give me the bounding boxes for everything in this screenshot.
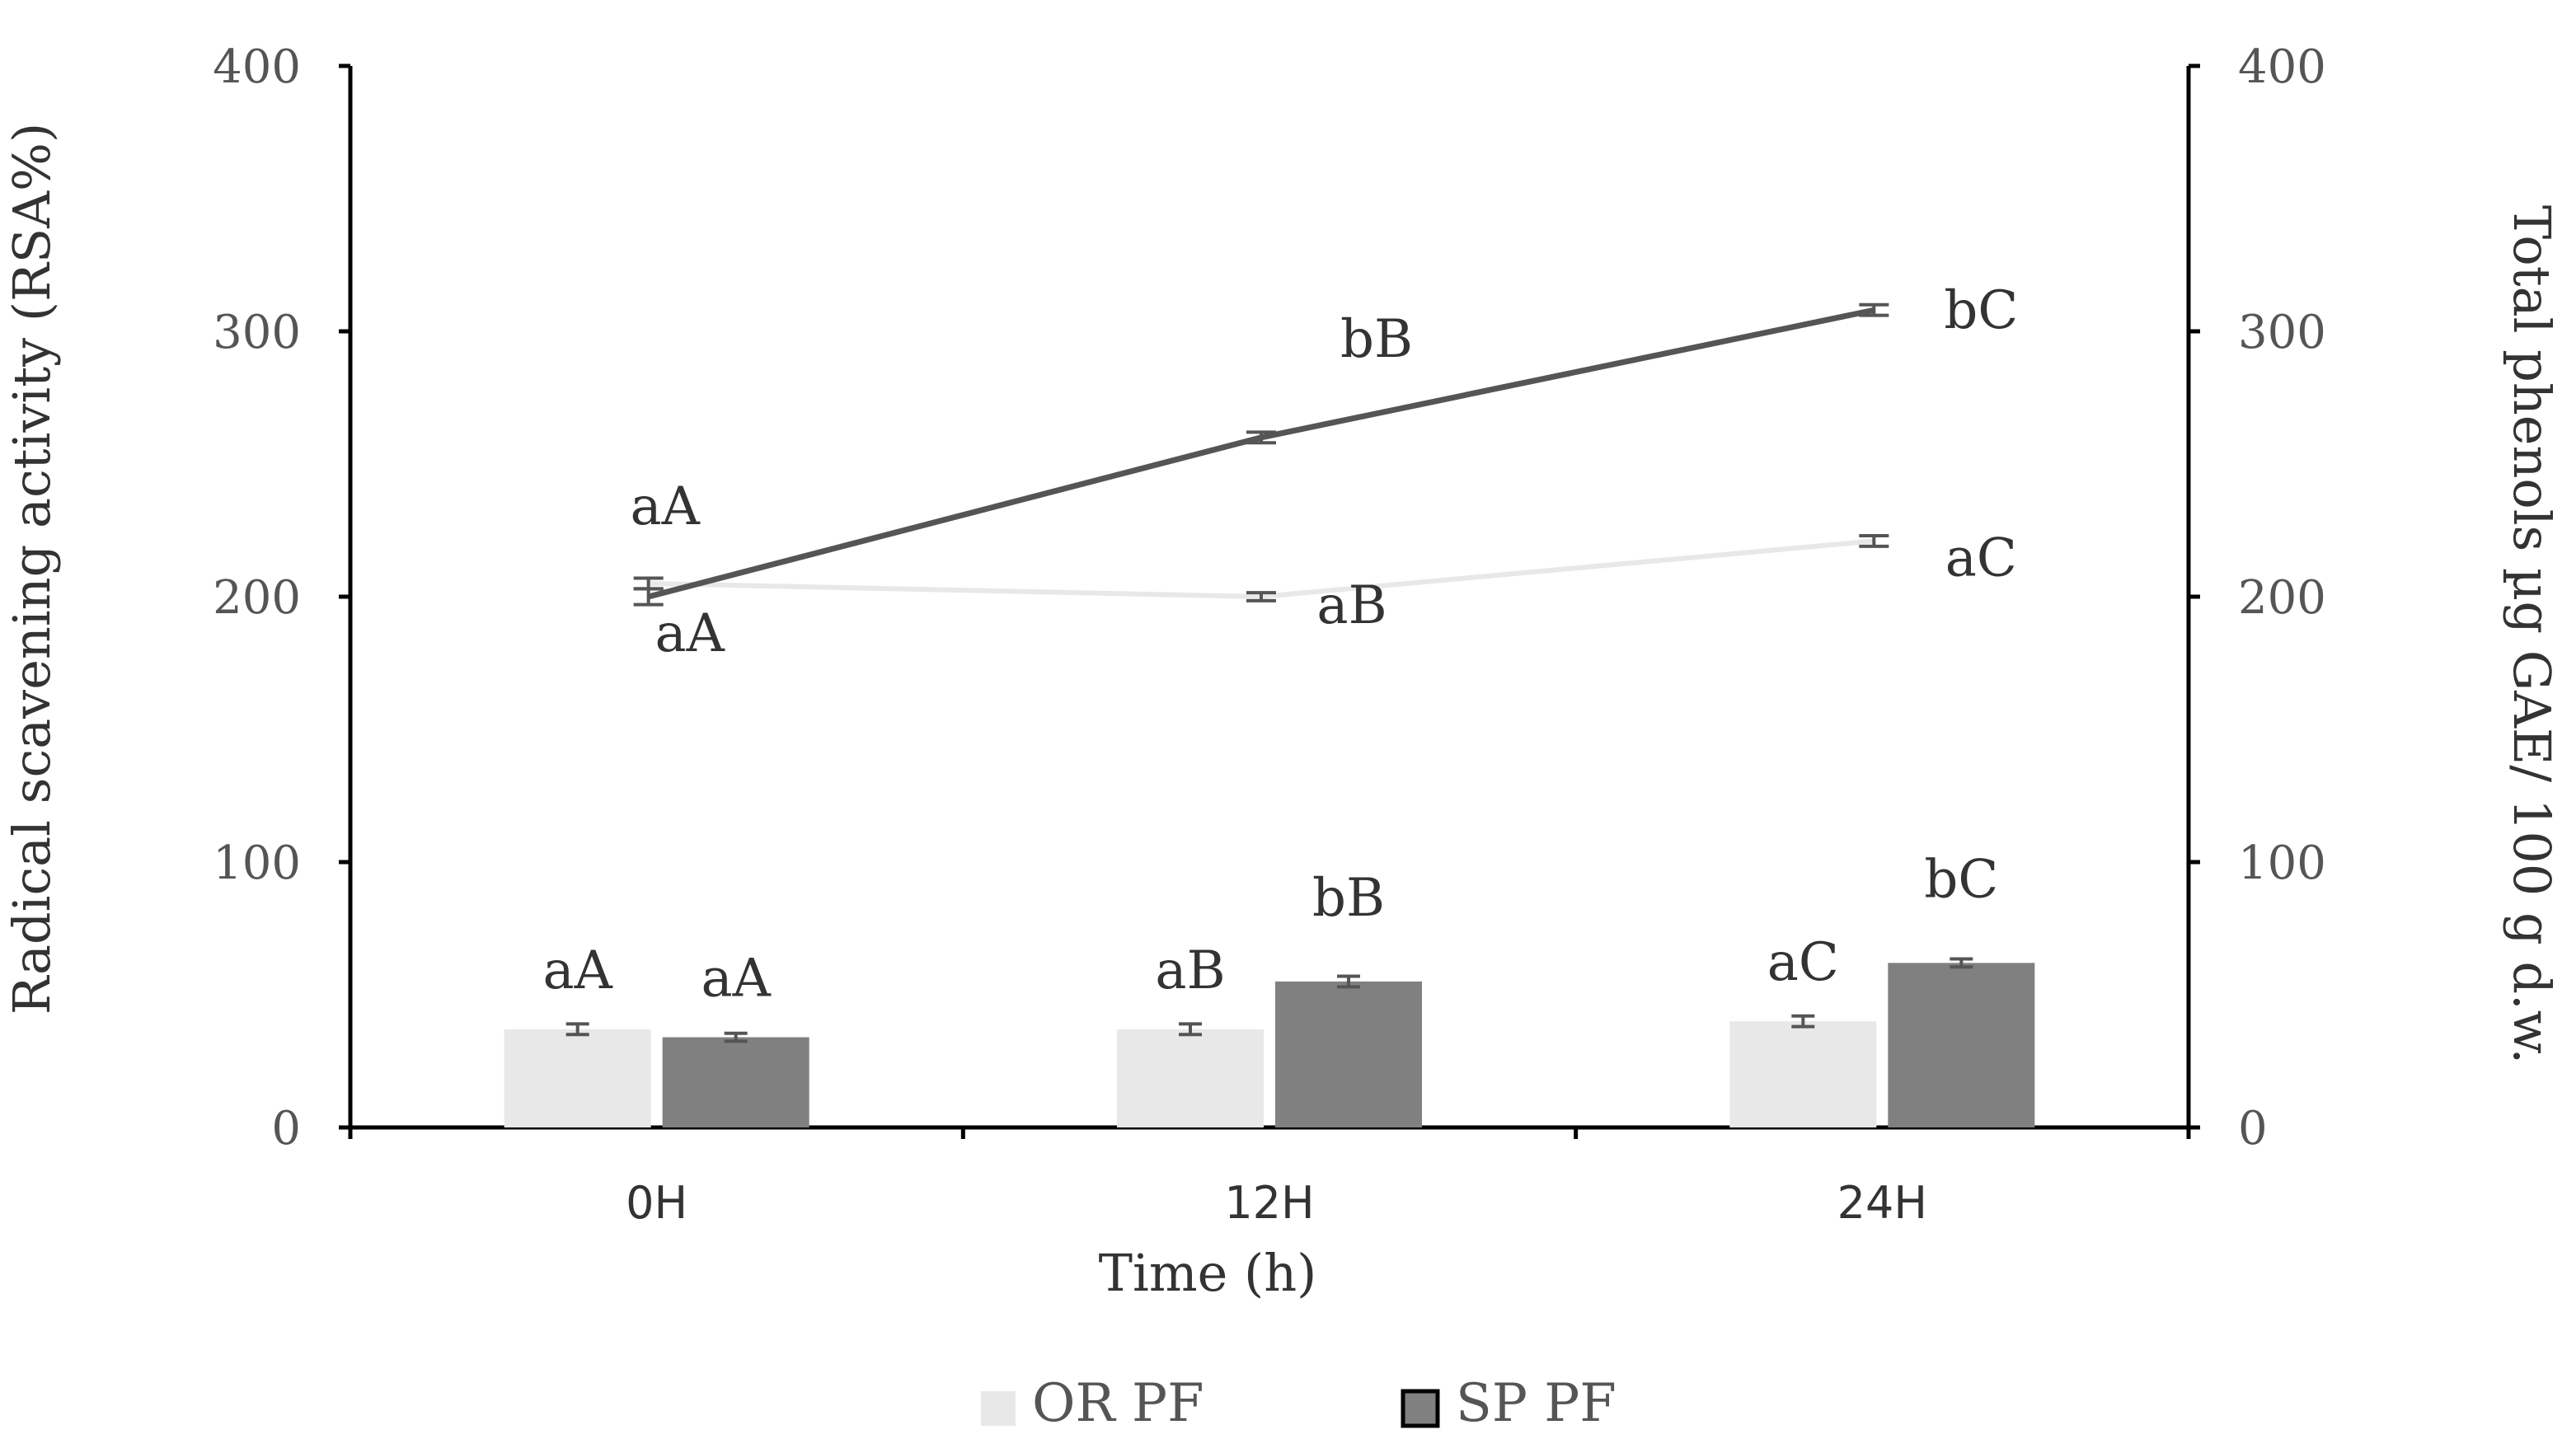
y-tick-label: 100 xyxy=(213,837,301,890)
axes: 0 100 200 300 400 0 100 200 300 400 0H 12H 24H xyxy=(213,40,2326,1229)
y-tick-label: 0 xyxy=(271,1102,301,1155)
line-significance-label: aC xyxy=(1945,527,2017,588)
bars xyxy=(504,957,2035,1127)
bar-significance-label: aA xyxy=(701,949,771,1010)
y2-tick-label: 200 xyxy=(2238,571,2326,625)
lines xyxy=(633,302,1889,607)
line-series xyxy=(647,307,1875,600)
line-significance-label: bC xyxy=(1944,280,2018,341)
y2-tick-label: 0 xyxy=(2238,1102,2268,1155)
bar xyxy=(1117,1029,1264,1127)
y2-tick-label: 400 xyxy=(2238,40,2326,94)
significance-labels: aA aB aC aA bB bC aA aB aC aA bB bC xyxy=(542,280,2018,1009)
bar xyxy=(1729,1021,1877,1127)
legend-swatch-or-pf xyxy=(981,1391,1016,1426)
line-significance-label: bB xyxy=(1340,309,1413,370)
bar xyxy=(1275,981,1422,1127)
x-axis-title: Time (h) xyxy=(1099,1243,1317,1303)
bar-significance-label: aA xyxy=(542,940,612,1001)
bar-significance-label: bC xyxy=(1924,849,1998,910)
bar-significance-label: aC xyxy=(1767,932,1839,993)
bar xyxy=(662,1037,809,1127)
legend: OR PF SP PF xyxy=(981,1373,1616,1434)
y-axis-title: Radical scavening activity (RSA%) xyxy=(2,123,62,1015)
line-significance-label: aB xyxy=(1316,575,1387,636)
y2-axis-title: Total phenols µg GAE/ 100 g d.w. xyxy=(2502,205,2562,1064)
bar xyxy=(1888,963,2035,1127)
bar-significance-label: bB xyxy=(1312,868,1385,929)
x-tick-label: 12H xyxy=(1224,1177,1314,1229)
bar xyxy=(504,1029,651,1127)
legend-swatch-sp-pf xyxy=(1401,1389,1440,1428)
y2-tick-label: 100 xyxy=(2238,837,2326,890)
x-tick-label: 0H xyxy=(626,1177,687,1229)
y-tick-label: 400 xyxy=(213,40,301,94)
line-significance-label: aA xyxy=(655,603,725,664)
legend-label-sp-pf: SP PF xyxy=(1456,1373,1616,1434)
x-tick-label: 24H xyxy=(1837,1177,1927,1229)
legend-label-or-pf: OR PF xyxy=(1032,1373,1204,1434)
y2-tick-label: 300 xyxy=(2238,306,2326,359)
y-tick-label: 200 xyxy=(213,571,301,625)
y-tick-label: 300 xyxy=(213,306,301,359)
line-significance-label: aA xyxy=(630,476,700,537)
bar-significance-label: aB xyxy=(1155,940,1225,1001)
